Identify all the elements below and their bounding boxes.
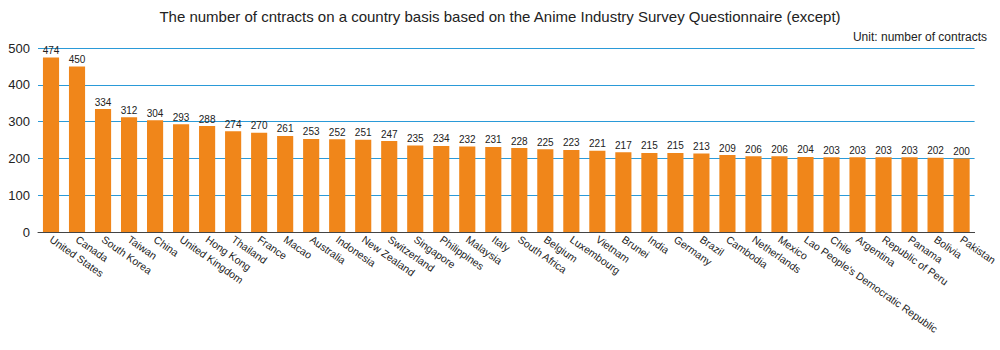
svg-text:United States: United States — [47, 233, 107, 280]
svg-text:304: 304 — [147, 108, 164, 119]
svg-text:312: 312 — [121, 105, 138, 116]
svg-text:200: 200 — [953, 146, 970, 157]
svg-text:Switzerland: Switzerland — [385, 233, 438, 275]
svg-text:Taiwan: Taiwan — [125, 233, 160, 262]
svg-text:234: 234 — [433, 133, 450, 144]
svg-text:223: 223 — [563, 137, 580, 148]
svg-text:0: 0 — [23, 225, 30, 240]
svg-text:225: 225 — [537, 137, 554, 148]
svg-text:215: 215 — [641, 140, 658, 151]
svg-text:Brunei: Brunei — [620, 233, 652, 260]
svg-text:Macao: Macao — [282, 233, 315, 261]
svg-text:252: 252 — [329, 127, 346, 138]
svg-text:400: 400 — [8, 77, 30, 92]
svg-text:New Zealand: New Zealand — [359, 233, 418, 279]
svg-text:Australia: Australia — [307, 233, 349, 267]
svg-text:Republic of Peru: Republic of Peru — [880, 233, 951, 288]
svg-text:Thailand: Thailand — [229, 233, 270, 266]
svg-text:247: 247 — [381, 129, 398, 140]
svg-text:Luxembourg: Luxembourg — [567, 233, 623, 277]
svg-text:204: 204 — [797, 144, 814, 155]
svg-text:Brazil: Brazil — [698, 233, 726, 258]
svg-text:200: 200 — [8, 151, 30, 166]
svg-text:202: 202 — [927, 145, 944, 156]
svg-text:Canada: Canada — [73, 233, 111, 264]
svg-text:209: 209 — [719, 143, 736, 154]
svg-text:334: 334 — [95, 97, 112, 108]
svg-text:India: India — [646, 233, 672, 256]
svg-text:Lao People's Democratic Republ: Lao People's Democratic Republic — [802, 233, 941, 335]
svg-text:Mexico: Mexico — [776, 233, 811, 262]
svg-text:206: 206 — [771, 144, 788, 155]
svg-text:100: 100 — [8, 188, 30, 203]
svg-text:217: 217 — [615, 140, 632, 151]
svg-text:Pakistan: Pakistan — [958, 233, 998, 266]
svg-text:Unit: number of contracts: Unit: number of contracts — [853, 30, 987, 44]
svg-text:China: China — [152, 233, 181, 259]
svg-text:Germany: Germany — [672, 233, 715, 268]
svg-text:Vietnam: Vietnam — [593, 233, 633, 265]
svg-text:Italy: Italy — [490, 233, 513, 254]
svg-text:203: 203 — [875, 145, 892, 156]
svg-text:261: 261 — [277, 123, 294, 134]
svg-text:Bolivia: Bolivia — [932, 233, 964, 261]
svg-text:450: 450 — [69, 54, 86, 65]
svg-text:213: 213 — [693, 141, 710, 152]
svg-text:235: 235 — [407, 133, 424, 144]
svg-text:The number of cntracts on a co: The number of cntracts on a country basi… — [159, 8, 840, 25]
svg-text:293: 293 — [173, 112, 190, 123]
svg-text:203: 203 — [849, 145, 866, 156]
svg-text:300: 300 — [8, 114, 30, 129]
svg-text:206: 206 — [745, 144, 762, 155]
svg-text:228: 228 — [511, 136, 528, 147]
svg-text:Malaysia: Malaysia — [463, 233, 505, 267]
svg-text:France: France — [255, 233, 290, 262]
svg-text:Hong Kong: Hong Kong — [203, 233, 254, 274]
svg-text:251: 251 — [355, 127, 372, 138]
svg-text:215: 215 — [667, 140, 684, 151]
svg-text:Panama: Panama — [906, 233, 945, 266]
svg-text:Philippines: Philippines — [437, 233, 487, 273]
svg-text:United Kingdom: United Kingdom — [177, 233, 246, 286]
svg-text:Singapore: Singapore — [411, 233, 458, 271]
svg-text:203: 203 — [823, 145, 840, 156]
svg-text:270: 270 — [251, 120, 268, 131]
svg-text:Argentina: Argentina — [854, 233, 898, 269]
svg-text:South Africa: South Africa — [515, 233, 570, 276]
svg-text:Indonesia: Indonesia — [333, 233, 378, 270]
svg-text:288: 288 — [199, 114, 216, 125]
svg-text:500: 500 — [8, 41, 30, 56]
svg-text:Belgium: Belgium — [541, 233, 580, 265]
svg-text:Netherlands: Netherlands — [750, 233, 804, 276]
svg-text:203: 203 — [901, 145, 918, 156]
svg-text:231: 231 — [485, 134, 502, 145]
svg-text:474: 474 — [43, 45, 60, 56]
svg-text:221: 221 — [589, 138, 606, 149]
svg-text:253: 253 — [303, 126, 320, 137]
svg-text:232: 232 — [459, 134, 476, 145]
svg-text:Chile: Chile — [828, 233, 855, 257]
svg-text:274: 274 — [225, 119, 242, 130]
svg-text:Cambodia: Cambodia — [724, 233, 771, 271]
svg-text:South Korea: South Korea — [99, 233, 155, 277]
